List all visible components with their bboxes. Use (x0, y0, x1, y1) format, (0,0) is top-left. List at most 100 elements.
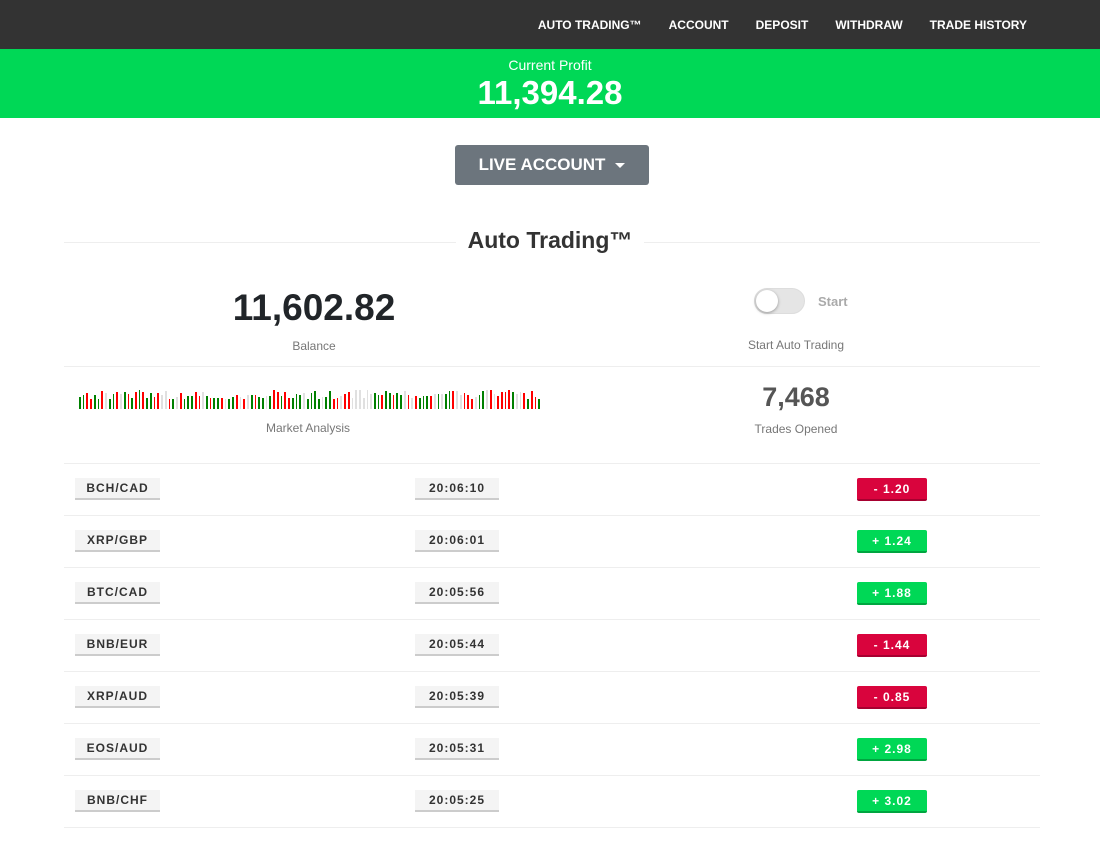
market-bar (254, 395, 257, 409)
market-bar (127, 394, 130, 409)
market-bar (519, 392, 522, 409)
divider (64, 827, 1040, 828)
market-bar (400, 395, 402, 409)
market-bar (523, 393, 526, 409)
market-bar (314, 391, 316, 409)
market-bar (131, 398, 134, 409)
market-bar (310, 393, 313, 409)
top-nav: AUTO TRADING™ ACCOUNT DEPOSIT WITHDRAW T… (0, 0, 1100, 49)
caret-down-icon (615, 162, 626, 168)
market-bar (456, 391, 458, 409)
market-label: Market Analysis (265, 421, 351, 435)
market-bar (232, 397, 234, 409)
trade-row: BNB/CHF 20:05:25 + 3.02 (64, 775, 1040, 827)
market-bar (108, 399, 111, 409)
divider (64, 366, 1040, 367)
market-bar (209, 398, 212, 409)
market-bar (142, 392, 145, 409)
nav-account[interactable]: ACCOUNT (668, 17, 729, 32)
market-bar (176, 397, 178, 409)
market-bar (179, 393, 182, 409)
change-badge: - 1.44 (857, 634, 927, 657)
market-bar (168, 399, 171, 409)
pair-pill: BNB/CHF (75, 790, 160, 812)
market-bar (527, 399, 529, 409)
market-bar (187, 396, 190, 409)
trade-row: EOS/AUD 20:05:31 + 2.98 (64, 723, 1040, 775)
market-bar (202, 392, 204, 409)
market-bar (430, 396, 432, 409)
market-bar (288, 398, 290, 409)
trade-row: BNB/EUR 20:05:44 - 1.44 (64, 619, 1040, 671)
market-bar (97, 399, 100, 409)
market-bar (340, 396, 343, 409)
market-bar (149, 393, 152, 409)
nav-deposit[interactable]: DEPOSIT (755, 17, 809, 32)
auto-trading-toggle[interactable] (754, 288, 805, 314)
market-bar (276, 392, 279, 409)
market-bar (504, 392, 507, 409)
market-bar (441, 394, 443, 409)
market-bar (164, 391, 167, 409)
market-bar (463, 393, 466, 409)
market-bar (261, 398, 264, 409)
market-bar (534, 397, 537, 409)
change-badge: + 3.02 (857, 790, 927, 813)
toggle-knob (756, 290, 778, 312)
account-dropdown-button[interactable]: LIVE ACCOUNT (455, 145, 649, 185)
market-bar (291, 398, 294, 409)
time-pill: 20:05:56 (415, 582, 499, 604)
market-bar (500, 392, 503, 409)
market-bar (351, 398, 354, 409)
time-pill: 20:05:44 (415, 634, 499, 656)
time-pill: 20:06:01 (415, 530, 499, 552)
change-badge: - 0.85 (857, 686, 927, 709)
pair-pill: XRP/AUD (75, 686, 160, 708)
market-bar (467, 395, 470, 409)
market-bar (478, 395, 481, 409)
market-bar (194, 392, 197, 409)
market-bar (512, 392, 514, 409)
market-bar (295, 394, 298, 409)
balance-value: 11,602.82 (232, 287, 396, 328)
market-bar (332, 399, 335, 409)
market-bar (112, 394, 115, 409)
toggle-label: Start (818, 294, 848, 309)
market-bar (444, 394, 447, 409)
nav-withdraw[interactable]: WITHDRAW (835, 17, 903, 32)
time-pill: 20:05:39 (415, 686, 499, 708)
market-bar (191, 396, 193, 409)
market-analysis-bars (79, 389, 541, 409)
market-bar (86, 393, 89, 409)
market-bar (433, 394, 436, 409)
market-bar (247, 395, 249, 409)
market-bar (362, 398, 365, 409)
market-bar (418, 398, 421, 409)
change-badge: + 2.98 (857, 738, 927, 761)
market-bar (377, 395, 380, 409)
market-bar (146, 398, 148, 409)
market-bar (157, 393, 160, 409)
market-bar (325, 397, 328, 409)
change-badge: - 1.20 (857, 478, 927, 501)
market-bar (224, 399, 227, 409)
market-bar (486, 390, 488, 409)
market-bar (198, 396, 201, 409)
nav-trade-history[interactable]: TRADE HISTORY (929, 17, 1027, 32)
time-pill: 20:05:31 (415, 738, 499, 760)
trades-value: 7,468 (762, 382, 830, 412)
market-bar (448, 391, 451, 409)
market-bar (135, 392, 137, 409)
market-bar (101, 391, 104, 409)
market-bar (306, 399, 309, 409)
market-bar (120, 394, 122, 409)
market-bar (493, 394, 496, 409)
market-bar (153, 397, 156, 409)
market-bar (250, 395, 253, 409)
pair-pill: BCH/CAD (75, 478, 160, 500)
market-bar (530, 391, 533, 409)
nav-auto-trading[interactable]: AUTO TRADING™ (537, 17, 642, 32)
market-bar (366, 390, 369, 409)
change-badge: + 1.88 (857, 582, 927, 605)
market-bar (82, 395, 85, 409)
